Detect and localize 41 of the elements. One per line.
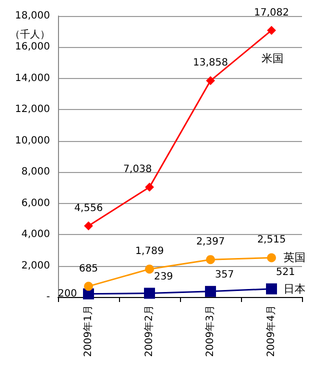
point <box>84 282 93 291</box>
x-tick-label: 2009年3月 <box>204 305 216 357</box>
point <box>145 182 154 192</box>
point <box>145 264 154 274</box>
data-label: 357 <box>214 269 234 280</box>
data-label: 17,082 <box>254 7 289 18</box>
x-tick-label: 2009年1月 <box>82 305 94 357</box>
series-label: 日本 <box>284 282 306 296</box>
point <box>144 288 155 299</box>
y-tick-label: 10,000 <box>15 135 50 146</box>
data-label: 1,789 <box>135 246 164 258</box>
x-tick-label: 2009年4月 <box>265 305 277 357</box>
y-tick-label: 14,000 <box>15 72 50 84</box>
y-axis-title: （千人） <box>10 28 50 40</box>
point <box>206 255 215 264</box>
point <box>267 253 276 262</box>
data-label: 2,397 <box>196 236 225 248</box>
data-label: 7,038 <box>123 164 152 176</box>
point <box>205 286 216 297</box>
series-label: 米国 <box>262 52 284 65</box>
y-tick-label: - <box>46 292 50 302</box>
data-label: 239 <box>154 271 174 282</box>
series-label: 英国 <box>284 251 306 264</box>
point <box>267 26 276 35</box>
y-tick-label: 6,000 <box>21 198 50 209</box>
point <box>206 76 215 86</box>
y-tick-label: 18,000 <box>15 10 50 22</box>
data-label: 13,858 <box>193 58 228 69</box>
data-label: 200 <box>58 288 77 300</box>
data-label: 521 <box>276 266 296 278</box>
y-tick-label: 12,000 <box>15 104 50 116</box>
y-tick-label: 4,000 <box>21 229 50 240</box>
data-label: 4,556 <box>74 202 103 214</box>
y-tick-label: 2,000 <box>21 260 50 272</box>
point <box>266 283 277 294</box>
point <box>84 221 93 230</box>
y-tick-label: 16,000 <box>15 42 50 53</box>
data-label: 2,515 <box>257 234 286 246</box>
data-label: 685 <box>78 263 98 274</box>
y-tick-label: 8,000 <box>21 166 50 178</box>
x-tick-label: 2009年2月 <box>143 305 155 357</box>
